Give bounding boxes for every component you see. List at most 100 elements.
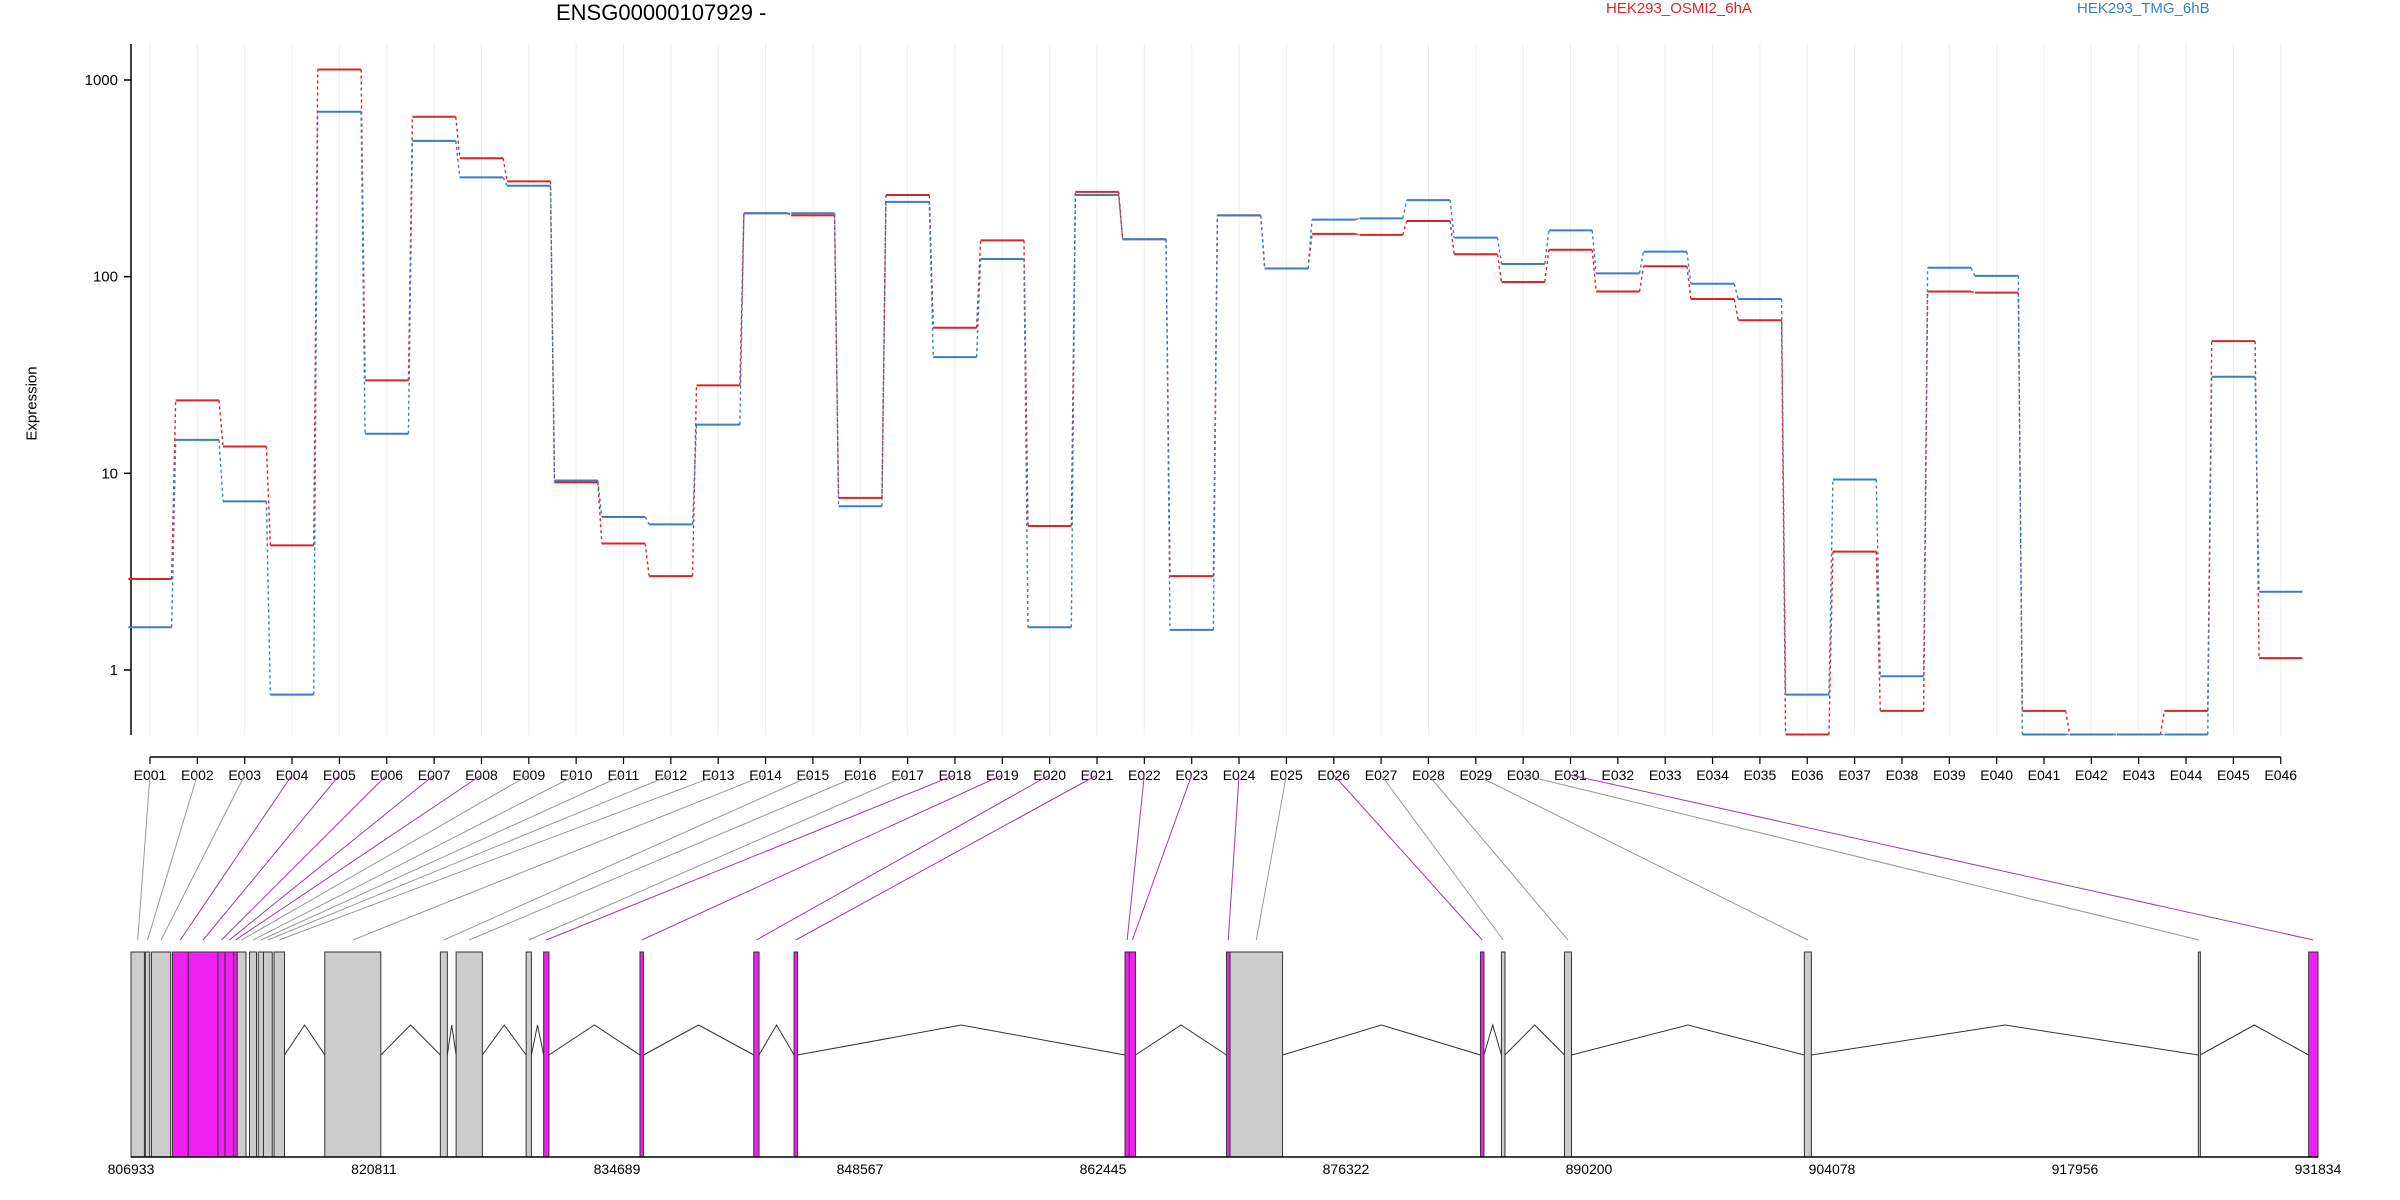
series-2-connector bbox=[549, 185, 556, 481]
exon-box bbox=[1563, 951, 1572, 1158]
series-1-connector bbox=[2064, 710, 2071, 735]
exon-connector bbox=[443, 774, 814, 941]
x-tick-label: E044 bbox=[2170, 767, 2203, 783]
x-tick-label: E018 bbox=[939, 767, 972, 783]
series-1-connector bbox=[502, 158, 508, 182]
intron bbox=[1483, 1023, 1502, 1056]
series-2-connector bbox=[1686, 251, 1692, 284]
series-2-connector bbox=[313, 111, 319, 695]
series-2-connector bbox=[597, 480, 603, 518]
exon-connector bbox=[469, 774, 861, 941]
series-2-connector bbox=[1117, 194, 1124, 240]
legend-series-1: HEK293_OSMI2_6hA bbox=[1606, 0, 1752, 17]
exon-box bbox=[793, 951, 799, 1158]
series-2-connector bbox=[1402, 199, 1408, 219]
series-2-connector bbox=[265, 501, 272, 695]
exon-box bbox=[1229, 951, 1284, 1158]
exon-connector bbox=[1227, 774, 1240, 941]
series-2-connector bbox=[928, 201, 934, 358]
series-2-connector bbox=[455, 140, 461, 178]
series-2-connector bbox=[1544, 230, 1550, 265]
x-tick-label: E008 bbox=[465, 767, 498, 783]
series-2-connector bbox=[1165, 239, 1171, 630]
series-2-connector bbox=[407, 140, 414, 434]
y-tick-label: 1 bbox=[110, 662, 118, 679]
x-tick-label: E005 bbox=[323, 767, 356, 783]
series-1-connector bbox=[1544, 249, 1550, 283]
genomic-tick-label: 848567 bbox=[837, 1161, 884, 1177]
exon-connector bbox=[1131, 774, 1193, 941]
x-tick-label: E036 bbox=[1791, 767, 1824, 783]
exon-box bbox=[1226, 951, 1231, 1158]
exon-connector bbox=[252, 774, 577, 941]
x-tick-label: E035 bbox=[1744, 767, 1777, 783]
x-tick-label: E042 bbox=[2075, 767, 2108, 783]
x-tick-label: E037 bbox=[1838, 767, 1871, 783]
exon-box bbox=[224, 951, 235, 1158]
series-2-connector bbox=[1023, 258, 1029, 628]
series-2-connector bbox=[1733, 283, 1739, 300]
series-1-connector bbox=[2159, 710, 2166, 735]
intron bbox=[446, 1024, 457, 1056]
genomic-tick-label: 834689 bbox=[594, 1161, 641, 1177]
x-tick-label: E023 bbox=[1175, 767, 1208, 783]
exon-box bbox=[150, 951, 172, 1158]
exon-connector bbox=[1570, 774, 2314, 941]
series-2-connector bbox=[218, 439, 224, 502]
intron bbox=[1135, 1024, 1227, 1056]
series-1-connector bbox=[1117, 191, 1124, 240]
x-tick-label: E046 bbox=[2264, 767, 2297, 783]
exon-box bbox=[233, 951, 238, 1158]
exon-box bbox=[248, 951, 257, 1158]
series-2-connector bbox=[2017, 275, 2024, 735]
series-1-connector bbox=[644, 543, 650, 577]
exon-connector bbox=[137, 774, 151, 941]
series-1-connector bbox=[1307, 233, 1313, 269]
x-tick-label: E022 bbox=[1128, 767, 1161, 783]
exon-box bbox=[1500, 951, 1506, 1158]
exon-connector bbox=[528, 774, 908, 941]
genomic-tick-label: 876322 bbox=[1323, 1161, 1370, 1177]
series-2-connector bbox=[1496, 237, 1503, 265]
exon-connector bbox=[1523, 774, 2200, 941]
series-1-connector bbox=[218, 400, 224, 447]
intron bbox=[548, 1024, 641, 1056]
series-1-connector bbox=[975, 240, 982, 328]
series-2-connector bbox=[644, 516, 650, 525]
intron bbox=[2199, 1024, 2309, 1056]
series-1-connector bbox=[691, 385, 698, 577]
intron bbox=[481, 1024, 527, 1056]
exon-box bbox=[236, 951, 247, 1158]
exon-box bbox=[1128, 951, 1136, 1158]
exon-box bbox=[130, 951, 145, 1158]
genomic-tick-label: 806933 bbox=[108, 1161, 155, 1177]
series-1-connector bbox=[1638, 266, 1645, 292]
exon-box bbox=[262, 951, 273, 1158]
x-tick-label: E041 bbox=[2028, 767, 2061, 783]
genomic-tick-label: 931834 bbox=[2295, 1161, 2342, 1177]
exon-connector bbox=[202, 774, 340, 941]
intron bbox=[1504, 1024, 1565, 1056]
x-tick-label: E024 bbox=[1223, 767, 1256, 783]
x-tick-label: E007 bbox=[418, 767, 451, 783]
series-2-connector bbox=[1970, 267, 1976, 277]
exon-connector bbox=[147, 774, 198, 941]
exon-box bbox=[187, 951, 219, 1158]
exon-box bbox=[639, 951, 644, 1158]
y-tick-label: 1000 bbox=[85, 72, 118, 89]
x-tick-label: E004 bbox=[276, 767, 309, 783]
series-1-connector bbox=[833, 215, 840, 498]
series-2-connector bbox=[881, 201, 887, 507]
series-1-connector bbox=[313, 69, 319, 546]
x-tick-label: E013 bbox=[702, 767, 735, 783]
intron bbox=[797, 1024, 1126, 1056]
series-2-connector bbox=[1307, 219, 1313, 269]
exon-connector bbox=[756, 774, 1050, 941]
series-2-connector bbox=[739, 213, 745, 425]
series-2-connector bbox=[1922, 267, 1929, 677]
series-1-connector bbox=[1828, 551, 1834, 735]
x-tick-label: E009 bbox=[512, 767, 545, 783]
series-2-connector bbox=[502, 177, 508, 187]
series-1-connector bbox=[1591, 249, 1597, 292]
